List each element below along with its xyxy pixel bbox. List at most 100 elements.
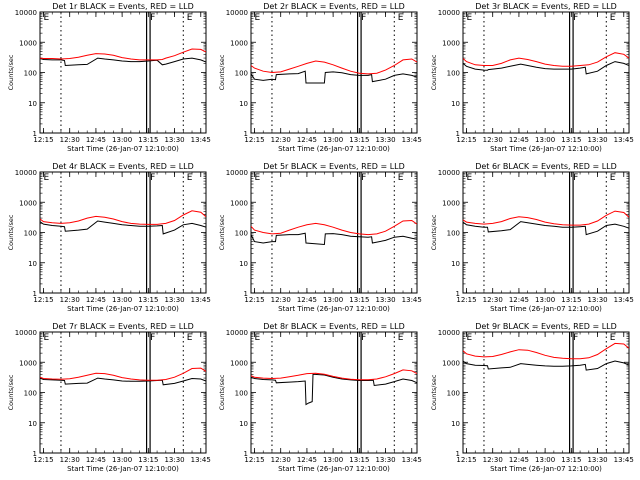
x-tick-label: 13:15 [138,296,158,304]
y-tick-label: 10000 [438,169,460,177]
events-rate-line [463,61,629,75]
y-tick-label: 1000 [19,359,37,367]
x-tick-label: 12:15 [33,456,53,464]
y-tick-label: 1 [33,450,37,458]
marker-label-f: F [150,13,155,23]
lld-rate-line [40,48,206,61]
y-tick-label: 1000 [19,39,37,47]
x-axis-label: Start Time (26-Jan-07 12:10:00) [67,145,179,153]
marker-label-f: F [573,333,578,343]
marker-label-e: E [187,173,193,183]
x-tick-label: 13:45 [402,136,422,144]
x-tick-label: 13:00 [535,136,555,144]
x-tick-label: 13:45 [614,456,634,464]
marker-label-e: E [254,173,260,183]
x-tick-label: 12:30 [60,136,80,144]
y-tick-label: 10000 [226,329,248,337]
x-tick-label: 13:00 [112,456,132,464]
x-tick-label: 13:00 [323,296,343,304]
x-tick-label: 12:30 [271,296,291,304]
detector-panel-7: Det 7r BLACK = Events, RED = LLD 1 10 100 10… [7,322,211,473]
lld-rate-line [463,342,629,360]
y-tick-label: 10000 [438,9,460,17]
x-tick-label: 13:15 [349,296,369,304]
x-tick-label: 13:00 [112,296,132,304]
x-tick-label: 13:30 [164,296,184,304]
marker-label-e: E [187,13,193,23]
y-tick-label: 10 [451,420,460,428]
marker-label-e: E [254,333,260,343]
y-tick-label: 1 [456,290,460,298]
x-tick-label: 13:45 [191,136,211,144]
x-tick-label: 13:00 [112,136,132,144]
marker-label-e: E [43,333,49,343]
x-tick-label: 13:15 [561,136,581,144]
marker-label-e: E [398,173,404,183]
marker-label-e: E [254,13,260,23]
y-tick-label: 1000 [442,199,460,207]
x-tick-label: 12:45 [86,296,106,304]
x-tick-label: 12:45 [509,296,529,304]
y-tick-label: 10 [451,260,460,268]
y-tick-label: 1 [244,290,248,298]
marker-label-f: F [361,173,366,183]
marker-label-e: E [466,333,472,343]
events-rate-line [40,377,206,386]
y-tick-label: 10000 [226,9,248,17]
x-tick-label: 12:30 [271,136,291,144]
marker-label-f: F [573,173,578,183]
panel-title: Det 8r BLACK = Events, RED = LLD [263,322,405,331]
y-axis-label: Counts/sec [430,374,438,410]
lld-rate-line [40,210,206,225]
x-axis-label: Start Time (26-Jan-07 12:10:00) [490,145,602,153]
lld-rate-line [251,369,417,381]
marker-label-e: E [610,333,616,343]
x-tick-label: 13:30 [375,296,395,304]
x-tick-label: 12:45 [509,456,529,464]
marker-label-e: E [398,13,404,23]
y-tick-label: 100 [24,390,37,398]
x-tick-label: 13:15 [138,136,158,144]
panel-title: Det 3r BLACK = Events, RED = LLD [475,2,617,11]
y-tick-label: 100 [235,230,248,238]
plot-frame [39,331,207,454]
x-tick-label: 12:15 [244,456,264,464]
x-tick-label: 13:45 [614,296,634,304]
y-tick-label: 10000 [438,329,460,337]
y-tick-label: 10 [239,100,248,108]
y-axis-label: Counts/sec [7,374,15,410]
lld-rate-line [463,52,629,67]
x-tick-label: 13:00 [535,456,555,464]
x-tick-label: 13:45 [402,296,422,304]
y-tick-label: 100 [447,390,460,398]
detector-panel-2: Det 2r BLACK = Events, RED = LLD 1 10 100 10… [218,2,422,153]
marker-label-f: F [573,13,578,23]
x-tick-label: 13:30 [164,456,184,464]
marker-label-e: E [43,173,49,183]
x-tick-label: 12:45 [86,456,106,464]
y-tick-label: 1 [33,130,37,138]
y-tick-label: 100 [447,230,460,238]
x-tick-label: 12:45 [297,296,317,304]
x-tick-label: 12:30 [483,136,503,144]
panel-title: Det 1r BLACK = Events, RED = LLD [52,2,194,11]
x-tick-label: 13:30 [375,456,395,464]
x-tick-label: 12:30 [60,456,80,464]
marker-label-f: F [150,173,155,183]
x-tick-label: 13:30 [587,296,607,304]
y-tick-label: 1 [244,130,248,138]
events-rate-line [251,373,417,406]
y-tick-label: 100 [447,70,460,78]
events-rate-line [251,232,417,246]
y-tick-label: 10000 [15,329,37,337]
x-tick-label: 12:15 [244,136,264,144]
events-rate-line [40,220,206,235]
marker-label-e: E [466,13,472,23]
x-tick-label: 12:15 [244,296,264,304]
y-tick-label: 1 [33,290,37,298]
y-tick-label: 1000 [230,39,248,47]
panel-title: Det 2r BLACK = Events, RED = LLD [263,2,405,11]
y-tick-label: 10 [28,260,37,268]
panel-title: Det 7r BLACK = Events, RED = LLD [52,322,194,331]
